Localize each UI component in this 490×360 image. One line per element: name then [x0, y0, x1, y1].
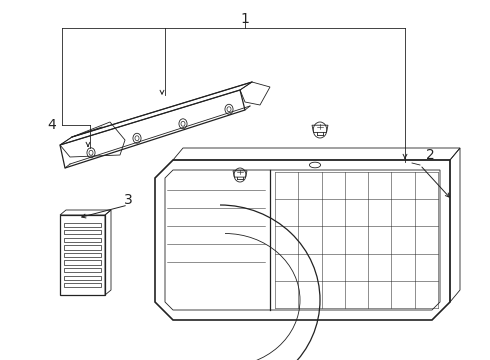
Text: 1: 1 — [241, 12, 249, 26]
Text: 2: 2 — [426, 148, 434, 162]
Text: 3: 3 — [123, 193, 132, 207]
Text: 4: 4 — [48, 118, 56, 132]
